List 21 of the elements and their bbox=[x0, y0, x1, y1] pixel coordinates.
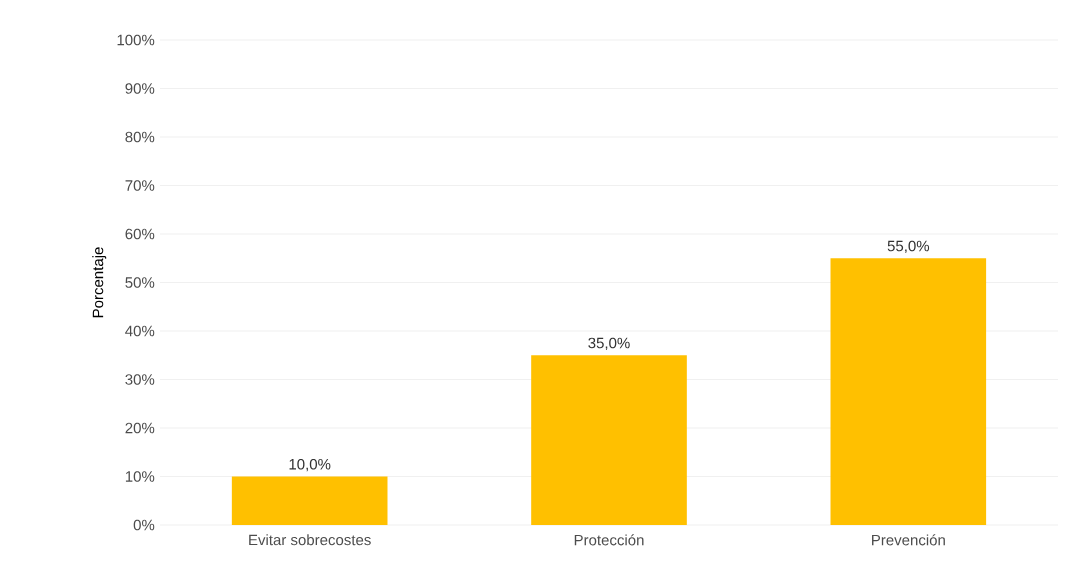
y-axis-title: Porcentaje bbox=[92, 247, 107, 318]
x-tick-label: Protección bbox=[574, 534, 644, 546]
y-tick-label: 80% bbox=[125, 131, 155, 143]
y-tick-label: 50% bbox=[125, 277, 155, 288]
bar bbox=[830, 258, 987, 525]
y-tick-label: 30% bbox=[125, 374, 155, 385]
x-tick-label: Prevención bbox=[872, 534, 945, 546]
y-tick-label: 10% bbox=[125, 471, 155, 482]
y-tick-label: 0% bbox=[133, 519, 155, 531]
data-label: 55,0% bbox=[887, 240, 930, 254]
x-tick-label: Evitar sobrecostes bbox=[249, 534, 371, 546]
y-tick-label: 100% bbox=[117, 34, 155, 46]
y-tick-label: 70% bbox=[125, 180, 155, 191]
y-tick-label: 90% bbox=[125, 83, 155, 94]
data-label: 10,0% bbox=[289, 458, 331, 472]
y-tick-label: 60% bbox=[125, 228, 155, 240]
bar bbox=[531, 355, 687, 525]
bar bbox=[231, 476, 388, 525]
data-label: 35,0% bbox=[588, 337, 630, 351]
y-tick-label: 40% bbox=[125, 325, 155, 337]
y-tick-label: 20% bbox=[125, 422, 155, 434]
